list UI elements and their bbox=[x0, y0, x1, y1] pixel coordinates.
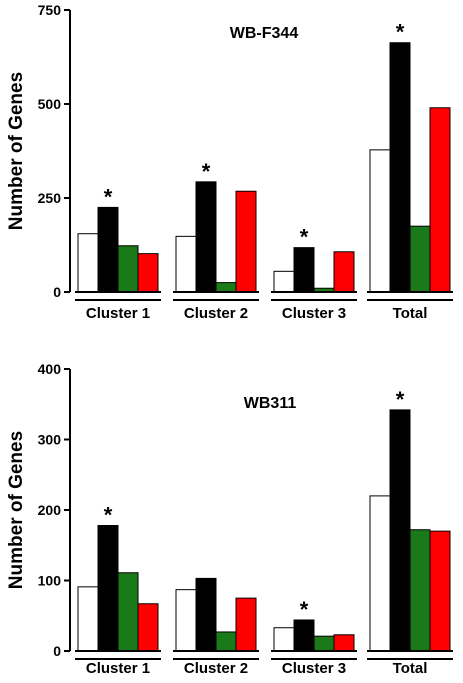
category-label: Cluster 2 bbox=[184, 660, 248, 677]
y-tick-label: 400 bbox=[38, 361, 62, 377]
bar bbox=[273, 270, 295, 293]
chart-title: WB-F344 bbox=[230, 25, 299, 42]
chart-panel-1: 0 250 500 750 Number of Genes WB-F344 Cluster … bbox=[6, 2, 453, 322]
bar bbox=[137, 253, 159, 293]
bar bbox=[293, 619, 315, 652]
significance-star: * bbox=[300, 225, 309, 250]
category-label: Cluster 3 bbox=[282, 660, 346, 677]
bar bbox=[175, 235, 197, 293]
bar bbox=[97, 525, 119, 652]
y-tick-label: 200 bbox=[38, 502, 62, 518]
y-tick-label: 0 bbox=[53, 643, 61, 659]
category-label: Cluster 1 bbox=[86, 305, 150, 322]
bar bbox=[369, 149, 391, 293]
bar bbox=[273, 627, 295, 652]
bar bbox=[215, 282, 237, 293]
bar bbox=[117, 245, 139, 293]
bar bbox=[195, 577, 217, 652]
bar bbox=[235, 190, 257, 293]
bar bbox=[333, 251, 355, 293]
bar bbox=[215, 631, 237, 652]
significance-star: * bbox=[104, 503, 113, 528]
bar bbox=[77, 586, 99, 652]
significance-star: * bbox=[396, 20, 405, 45]
y-tick-label: 100 bbox=[38, 573, 62, 589]
bar bbox=[117, 572, 139, 652]
y-tick-label: 250 bbox=[38, 190, 62, 206]
bar bbox=[235, 597, 257, 652]
category-label: Total bbox=[393, 660, 428, 677]
bar bbox=[293, 247, 315, 293]
bar bbox=[429, 530, 451, 652]
bar bbox=[369, 495, 391, 652]
significance-star: * bbox=[396, 387, 405, 412]
y-tick-label: 750 bbox=[38, 2, 62, 18]
bar bbox=[97, 206, 119, 293]
y-axis-title: Number of Genes bbox=[6, 72, 27, 230]
bar bbox=[137, 603, 159, 652]
y-axis-title: Number of Genes bbox=[6, 431, 27, 589]
y-tick-label: 500 bbox=[38, 96, 62, 112]
category-label: Cluster 3 bbox=[282, 305, 346, 322]
bar bbox=[77, 233, 99, 293]
bar bbox=[333, 634, 355, 652]
bar bbox=[429, 107, 451, 293]
bar bbox=[175, 589, 197, 652]
bar bbox=[195, 181, 217, 293]
bar bbox=[389, 42, 411, 293]
bar bbox=[313, 635, 335, 652]
chart-panel-2: 0 100 200 300 400 Number of Genes WB311 Cluster… bbox=[6, 361, 453, 677]
bar bbox=[409, 529, 431, 652]
y-tick-label: 300 bbox=[38, 432, 62, 448]
category-label: Cluster 1 bbox=[86, 660, 150, 677]
category-label: Total bbox=[393, 305, 428, 322]
bar bbox=[389, 409, 411, 652]
chart-title: WB311 bbox=[244, 395, 297, 412]
significance-star: * bbox=[104, 184, 113, 209]
bar bbox=[409, 225, 431, 293]
y-tick-label: 0 bbox=[53, 284, 61, 300]
significance-star: * bbox=[202, 159, 211, 184]
category-label: Cluster 2 bbox=[184, 305, 248, 322]
significance-star: * bbox=[300, 597, 309, 622]
